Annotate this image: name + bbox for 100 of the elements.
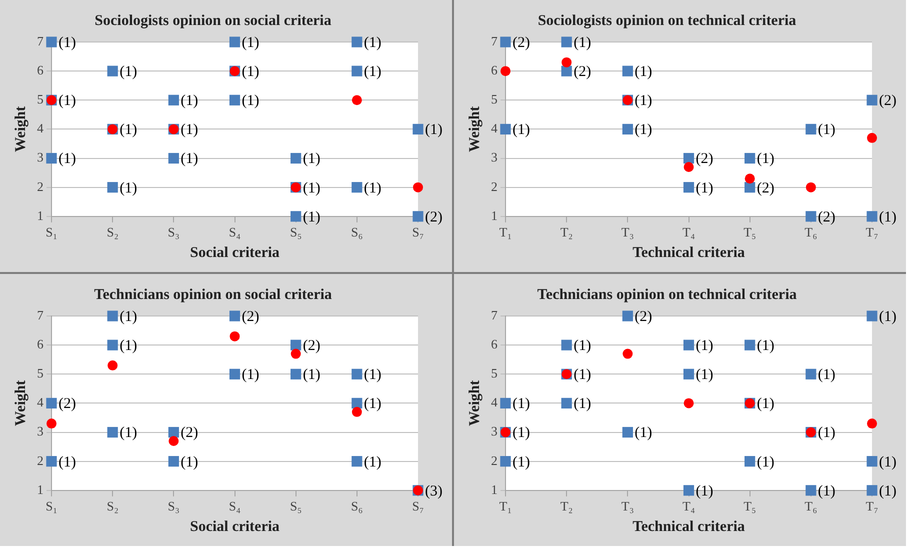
y-tick-label: 1 bbox=[491, 482, 498, 497]
y-tick-label: 7 bbox=[37, 33, 44, 48]
y-tick-label: 7 bbox=[491, 33, 498, 48]
annotation: (1) bbox=[634, 64, 652, 80]
annotation: (2) bbox=[180, 425, 198, 442]
x-tick-label: T₆ bbox=[804, 498, 818, 514]
chart-title: Sociologists opinion on technical criteria bbox=[538, 12, 797, 29]
x-tick-label: S₃ bbox=[168, 224, 180, 240]
annotation: (1) bbox=[242, 64, 260, 80]
annotation: (3) bbox=[425, 483, 442, 500]
annotation: (1) bbox=[879, 483, 896, 500]
y-tick-label: 2 bbox=[37, 178, 44, 194]
annotation: (1) bbox=[302, 209, 320, 226]
y-tick-label: 3 bbox=[491, 150, 498, 165]
y-tick-label: 1 bbox=[37, 208, 44, 223]
x-tick-label: S₅ bbox=[290, 498, 302, 514]
annotation: (2) bbox=[302, 338, 320, 354]
y-tick-label: 6 bbox=[491, 336, 498, 352]
x-tick-label: T₃ bbox=[621, 498, 634, 514]
annotation: (1) bbox=[120, 308, 138, 325]
annotation: (1) bbox=[58, 93, 76, 110]
annotation: (2) bbox=[879, 93, 896, 110]
annotation: (2) bbox=[818, 209, 836, 226]
x-axis-title: Social criteria bbox=[190, 244, 280, 261]
y-tick-label: 5 bbox=[37, 92, 44, 107]
x-tick-label: S₆ bbox=[351, 498, 363, 514]
annotation: (1) bbox=[879, 308, 896, 325]
x-axis-title: Technical criteria bbox=[632, 244, 746, 261]
y-tick-label: 4 bbox=[37, 120, 44, 136]
x-tick-label: S₇ bbox=[412, 498, 424, 514]
annotation: (1) bbox=[364, 180, 382, 196]
y-axis-title: Weight bbox=[466, 106, 483, 152]
y-tick-label: 4 bbox=[491, 120, 498, 136]
x-tick-label: S₆ bbox=[351, 224, 363, 240]
y-tick-label: 2 bbox=[37, 452, 44, 468]
annotation: (1) bbox=[180, 93, 198, 110]
x-tick-label: T₇ bbox=[866, 498, 878, 514]
chart-title: Technicians opinion on social criteria bbox=[94, 286, 332, 303]
y-tick-label: 1 bbox=[37, 482, 44, 497]
y-tick-label: 2 bbox=[491, 452, 498, 468]
x-tick-label: T₄ bbox=[682, 498, 696, 514]
annotation: (1) bbox=[818, 425, 836, 442]
annotation: (1) bbox=[574, 34, 592, 51]
annotation: (2) bbox=[696, 151, 714, 168]
annotation: (1) bbox=[58, 151, 76, 168]
x-tick-label: T₆ bbox=[804, 224, 818, 240]
annotation: (1) bbox=[818, 483, 836, 500]
y-tick-label: 2 bbox=[491, 178, 498, 194]
annotation: (1) bbox=[512, 425, 530, 442]
annotation: (1) bbox=[696, 367, 714, 384]
x-tick-label: T₅ bbox=[744, 498, 756, 514]
annotation: (2) bbox=[634, 308, 652, 325]
annotation: (1) bbox=[364, 367, 382, 384]
annotation: (1) bbox=[120, 180, 138, 196]
annotation: (1) bbox=[574, 338, 592, 354]
annotation: (1) bbox=[512, 122, 530, 138]
chart-title: Technicians opinion on technical criteria bbox=[537, 286, 798, 303]
y-axis-title: Weight bbox=[466, 380, 483, 426]
annotation: (1) bbox=[756, 151, 774, 168]
annotation: (1) bbox=[634, 425, 652, 442]
annotation: (1) bbox=[756, 396, 774, 412]
y-tick-label: 7 bbox=[491, 307, 498, 322]
x-tick-label: T₇ bbox=[866, 224, 878, 240]
y-tick-label: 1 bbox=[491, 208, 498, 223]
annotation: (1) bbox=[120, 122, 138, 138]
x-tick-label: T₂ bbox=[560, 224, 573, 240]
y-tick-label: 5 bbox=[491, 92, 498, 107]
x-tick-label: S₄ bbox=[228, 498, 242, 514]
annotation: (1) bbox=[634, 122, 652, 138]
annotation: (1) bbox=[58, 34, 76, 51]
annotation: (1) bbox=[242, 367, 260, 384]
x-tick-label: S₇ bbox=[412, 224, 424, 240]
y-tick-label: 7 bbox=[37, 307, 44, 322]
y-tick-label: 4 bbox=[37, 394, 44, 410]
annotation: (1) bbox=[879, 209, 896, 226]
annotation: (1) bbox=[634, 93, 652, 110]
y-axis-title: Weight bbox=[12, 380, 29, 426]
y-tick-label: 3 bbox=[37, 150, 44, 165]
y-tick-label: 5 bbox=[491, 366, 498, 381]
x-tick-label: S₁ bbox=[46, 498, 58, 514]
annotation: (1) bbox=[512, 396, 530, 412]
x-tick-label: S₃ bbox=[168, 498, 180, 514]
annotation: (1) bbox=[574, 396, 592, 412]
annotation: (1) bbox=[512, 454, 530, 470]
annotation: (1) bbox=[180, 454, 198, 470]
annotation: (1) bbox=[364, 396, 382, 412]
annotation: (1) bbox=[364, 454, 382, 470]
y-tick-label: 5 bbox=[37, 366, 44, 381]
y-tick-label: 3 bbox=[491, 424, 498, 439]
annotation: (1) bbox=[120, 338, 138, 354]
annotation: (1) bbox=[696, 483, 714, 500]
annotation: (1) bbox=[756, 454, 774, 470]
y-tick-label: 6 bbox=[491, 62, 498, 78]
x-tick-label: S₂ bbox=[106, 224, 118, 240]
annotation: (1) bbox=[818, 122, 836, 138]
annotation: (1) bbox=[180, 122, 198, 138]
annotation: (1) bbox=[696, 180, 714, 196]
annotation: (2) bbox=[574, 64, 592, 80]
annotation: (1) bbox=[818, 367, 836, 384]
x-axis-title: Social criteria bbox=[190, 518, 280, 535]
